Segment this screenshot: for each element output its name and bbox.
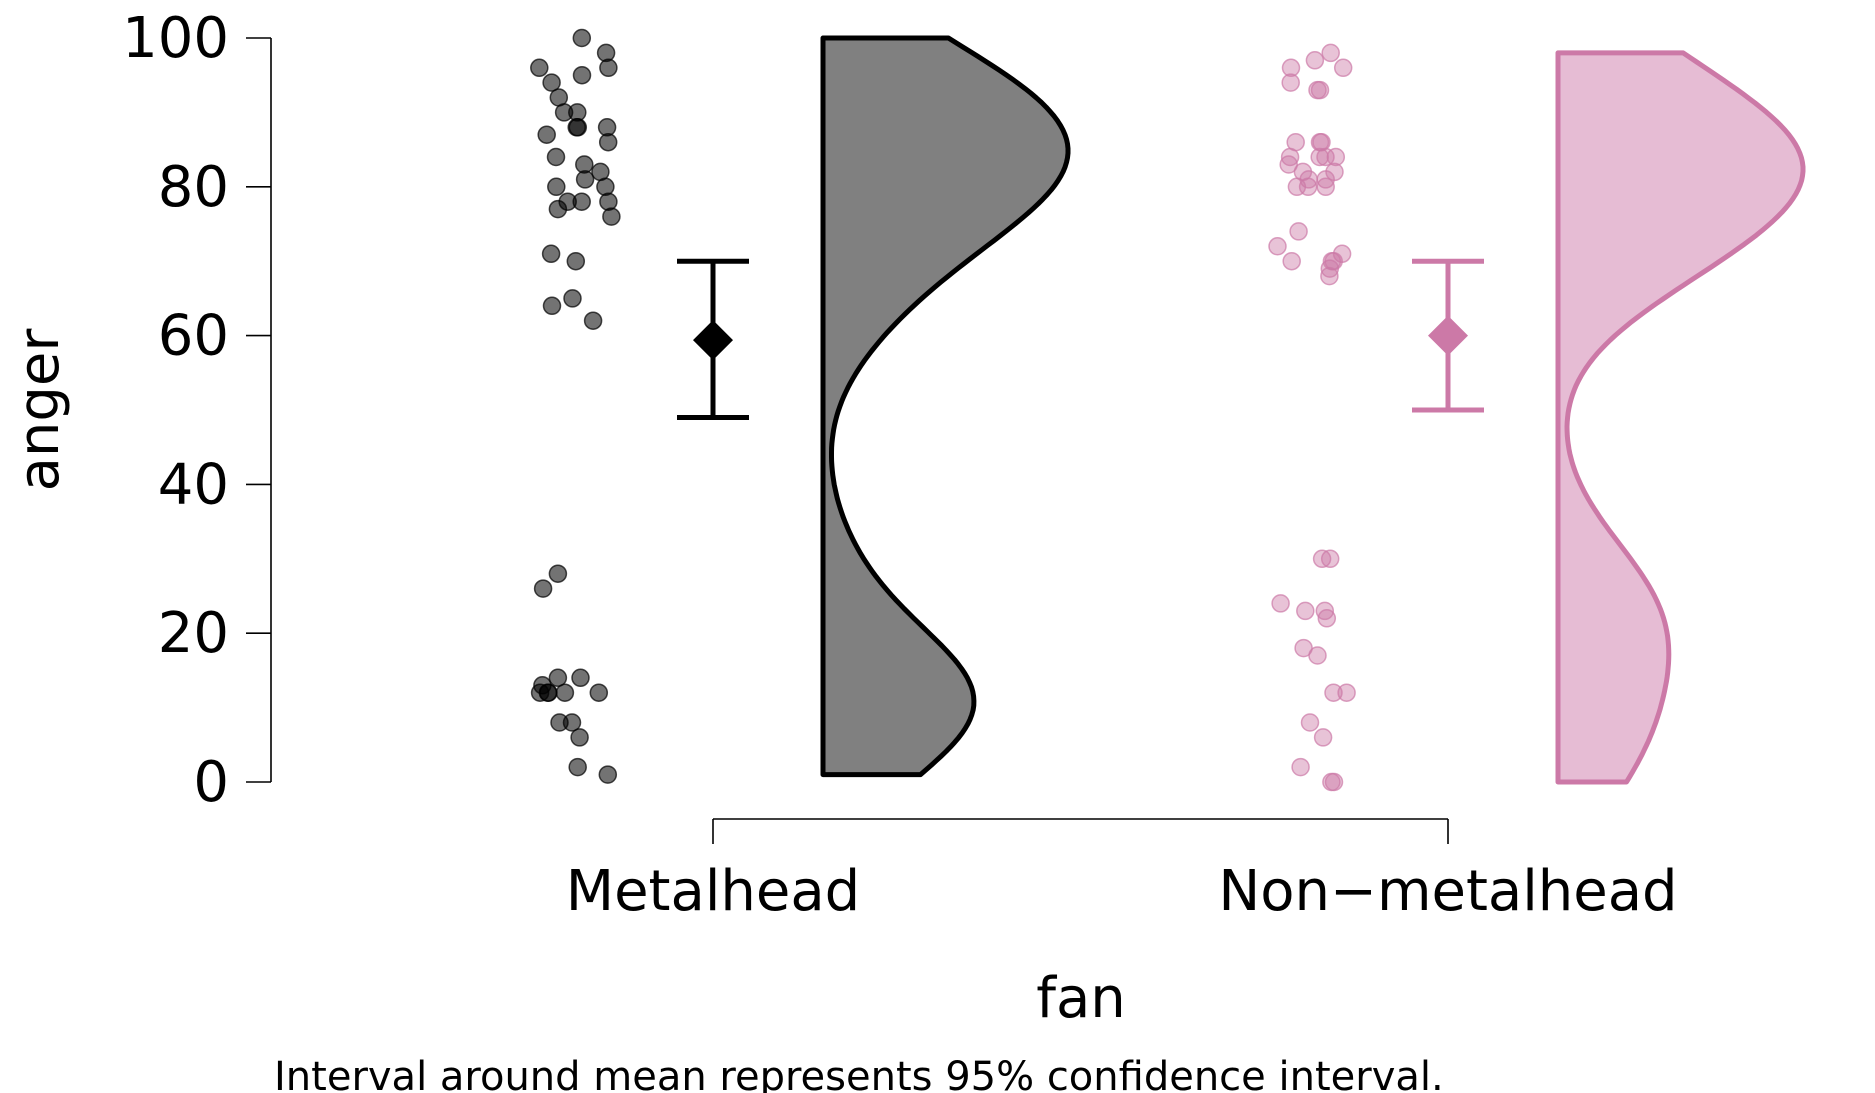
data-point [599, 58, 618, 78]
data-point [1312, 132, 1331, 152]
y-tick-label: 40 [158, 452, 229, 517]
data-point [1271, 594, 1290, 613]
data-point [1289, 222, 1308, 241]
data-point [555, 683, 575, 702]
data-point [1316, 177, 1335, 197]
data-point [1310, 147, 1329, 167]
data-point [1279, 155, 1298, 174]
intervals-layer [677, 258, 1484, 420]
data-point [1317, 609, 1337, 628]
data-point [548, 668, 568, 688]
y-tick-label: 60 [158, 304, 229, 369]
data-point [568, 757, 587, 777]
density-cloud-0 [820, 35, 1071, 778]
data-point [530, 683, 550, 702]
data-point [1320, 266, 1339, 286]
data-point [1322, 772, 1341, 792]
data-point [548, 564, 568, 583]
data-point [1281, 58, 1301, 78]
data-point [542, 73, 561, 92]
data-point [1321, 43, 1340, 63]
data-point [568, 118, 588, 137]
data-point [533, 579, 553, 598]
y-tick-label: 80 [158, 155, 229, 220]
data-point [1282, 251, 1301, 271]
data-point [1320, 549, 1340, 569]
x-tick-label: Non−metalhead [1218, 859, 1677, 924]
data-point [566, 251, 586, 271]
mean-marker [1428, 315, 1468, 356]
data-point [572, 28, 592, 48]
data-point [1337, 683, 1356, 702]
data-point [596, 177, 615, 197]
data-point [572, 65, 592, 85]
data-point [1308, 646, 1327, 665]
data-point [602, 207, 621, 226]
data-point [571, 668, 590, 688]
data-point [1268, 237, 1287, 256]
data-point [1305, 51, 1325, 70]
data-point [1291, 757, 1310, 777]
data-point [530, 58, 549, 78]
data-point [598, 765, 618, 784]
x-tick-label: Metalhead [566, 859, 860, 924]
data-point [575, 170, 595, 189]
data-point [563, 289, 582, 308]
y-axis-title: anger [7, 328, 72, 492]
data-point [546, 147, 566, 167]
data-point [570, 728, 589, 747]
data-point [1333, 58, 1353, 78]
data-point [1324, 683, 1343, 702]
data-point [598, 132, 618, 152]
data-point [1316, 147, 1335, 167]
data-point [1296, 601, 1315, 621]
x-axis-title: fan [1036, 966, 1126, 1031]
axes-layer: 0 20 40 60 80 100 Metalhead Non−metalhead [122, 6, 1678, 924]
data-point [562, 713, 582, 732]
y-tick-label: 20 [158, 601, 229, 666]
data-point [1298, 177, 1318, 197]
data-point [1300, 713, 1320, 732]
data-point [1320, 259, 1340, 278]
data-point [1313, 728, 1333, 747]
data-point [548, 199, 568, 219]
y-tick-label: 0 [193, 750, 229, 815]
data-point [1280, 147, 1300, 167]
points-layer [530, 28, 1356, 792]
mean-marker [693, 320, 733, 361]
density-cloud-1 [1555, 50, 1806, 785]
clouds-layer [820, 35, 1806, 785]
data-point [1326, 147, 1346, 167]
data-point [1281, 73, 1300, 92]
data-point [583, 311, 603, 330]
data-point [599, 192, 618, 211]
y-tick-label: 100 [122, 6, 229, 71]
data-point [541, 244, 561, 264]
data-point [537, 125, 556, 144]
data-point [542, 296, 562, 316]
data-point [547, 177, 566, 197]
data-point [589, 683, 609, 702]
chart-caption: Interval around mean represents 95% conf… [274, 1054, 1444, 1093]
data-point [1315, 601, 1335, 621]
data-point [1310, 80, 1330, 100]
